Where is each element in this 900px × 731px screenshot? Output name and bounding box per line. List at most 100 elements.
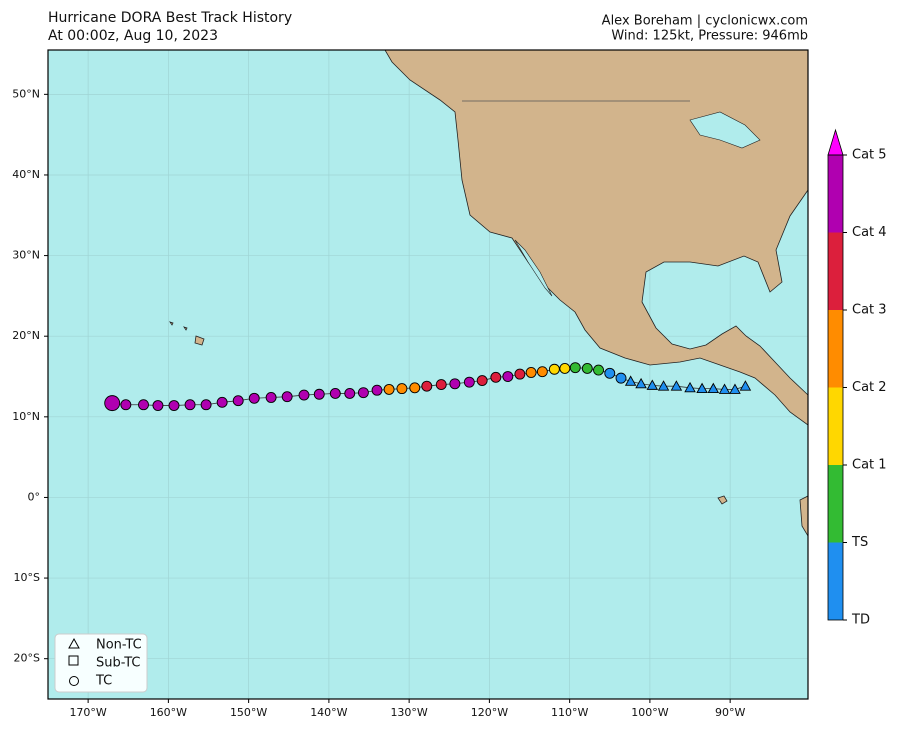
- track-point: [120, 399, 132, 411]
- y-tick-label: 10°S: [14, 571, 40, 584]
- track-point: [729, 383, 741, 394]
- y-tick-label: 20°N: [12, 329, 40, 342]
- track-point: [298, 389, 310, 401]
- track: [104, 362, 752, 412]
- y-tick-label: 50°N: [12, 87, 40, 100]
- track-point: [646, 379, 659, 390]
- y-tick-label: 30°N: [12, 249, 40, 262]
- track-point: [696, 382, 708, 394]
- track-point: [449, 378, 461, 390]
- track-point: [635, 377, 647, 389]
- track-point: [435, 379, 447, 391]
- x-tick-label: 110°W: [551, 706, 588, 719]
- track-point: [371, 384, 383, 396]
- colorbar-label: Cat 1: [852, 458, 887, 473]
- y-tick-label: 20°S: [14, 652, 40, 665]
- land: [169, 50, 808, 537]
- track-point: [357, 387, 369, 399]
- track-point: [281, 391, 293, 403]
- storm-info: Wind: 125kt, Pressure: 946mb: [611, 29, 808, 44]
- track-point: [615, 372, 627, 384]
- track-point: [525, 367, 537, 378]
- north-america: [384, 50, 808, 426]
- track-point: [559, 363, 571, 374]
- y-tick-label: 40°N: [12, 168, 40, 181]
- track-point: [265, 392, 277, 403]
- track-point: [248, 392, 260, 404]
- colorbar-label: Cat 5: [852, 148, 887, 163]
- colorbar-band: [828, 155, 843, 233]
- colorbar-arrow: [827, 128, 844, 156]
- track-point: [168, 400, 180, 411]
- track-point: [569, 362, 581, 374]
- track-point: [396, 383, 408, 395]
- track-point: [670, 380, 683, 391]
- legend: Non-TC Sub-TC TC: [54, 633, 148, 693]
- colorbar: TD TS Cat 1 Cat 2 Cat 3 Cat 4 Cat 5: [827, 128, 887, 628]
- track-point: [409, 382, 421, 394]
- title: Hurricane DORA Best Track History: [48, 10, 292, 26]
- track-point: [718, 383, 731, 394]
- track-point: [329, 387, 341, 399]
- x-tick-label: 90°W: [715, 706, 745, 719]
- legend-label: Sub-TC: [96, 656, 141, 671]
- track-point: [232, 395, 244, 407]
- colorbar-band: [828, 387, 843, 465]
- legend-triangle: [68, 637, 80, 649]
- subtitle: At 00:00z, Aug 10, 2023: [48, 28, 218, 44]
- colorbar-band: [828, 465, 843, 543]
- track-point: [707, 382, 720, 394]
- track-point: [313, 388, 325, 400]
- legend-label: TC: [95, 674, 112, 689]
- track-point: [138, 399, 149, 411]
- track-point: [514, 368, 526, 380]
- track-point: [548, 363, 560, 375]
- x-tick-label: 170°W: [69, 706, 106, 719]
- track-point: [421, 380, 433, 392]
- track-point: [604, 367, 616, 379]
- track-point: [657, 380, 670, 391]
- colorbar-label: Cat 3: [852, 303, 887, 318]
- colorbar-band: [828, 232, 843, 310]
- legend-circle: [69, 676, 79, 686]
- colorbar-band: [828, 310, 843, 388]
- track-point: [739, 380, 752, 391]
- hawaii: [169, 321, 205, 346]
- track-point: [536, 366, 548, 378]
- track-point: [216, 396, 228, 408]
- great-lakes: [689, 111, 761, 149]
- x-tick-label: 100°W: [631, 706, 668, 719]
- colorbar-label: TD: [851, 613, 870, 628]
- x-tick-label: 140°W: [310, 706, 347, 719]
- track-point: [104, 395, 121, 412]
- galapagos: [717, 495, 728, 505]
- x-tick-label: 120°W: [471, 706, 508, 719]
- track-point: [152, 400, 164, 411]
- track-point: [200, 399, 212, 411]
- gulf-of-california: [514, 239, 553, 297]
- x-tick-label: 150°W: [230, 706, 267, 719]
- track-point: [502, 371, 514, 382]
- track-point: [581, 363, 593, 374]
- y-tick-label: 0°: [28, 490, 41, 503]
- credit: Alex Boreham | cyclonicwx.com: [602, 14, 808, 29]
- y-tick-label: 10°N: [12, 410, 40, 423]
- colorbar-band: [828, 542, 843, 620]
- track-point: [624, 375, 637, 386]
- legend-square: [68, 655, 79, 666]
- colorbar-label: Cat 2: [852, 380, 887, 395]
- track-point: [184, 399, 196, 411]
- south-america: [799, 495, 808, 537]
- track-point: [463, 376, 475, 388]
- track-point: [383, 383, 395, 395]
- colorbar-label: TS: [851, 535, 868, 550]
- colorbar-label: Cat 4: [852, 225, 887, 240]
- track-point: [344, 387, 356, 399]
- track-point: [476, 375, 488, 386]
- track-point: [684, 381, 696, 393]
- legend-label: Non-TC: [96, 638, 142, 653]
- x-tick-label: 130°W: [390, 706, 427, 719]
- x-tick-label: 160°W: [150, 706, 187, 719]
- map-frame: [47, 49, 809, 700]
